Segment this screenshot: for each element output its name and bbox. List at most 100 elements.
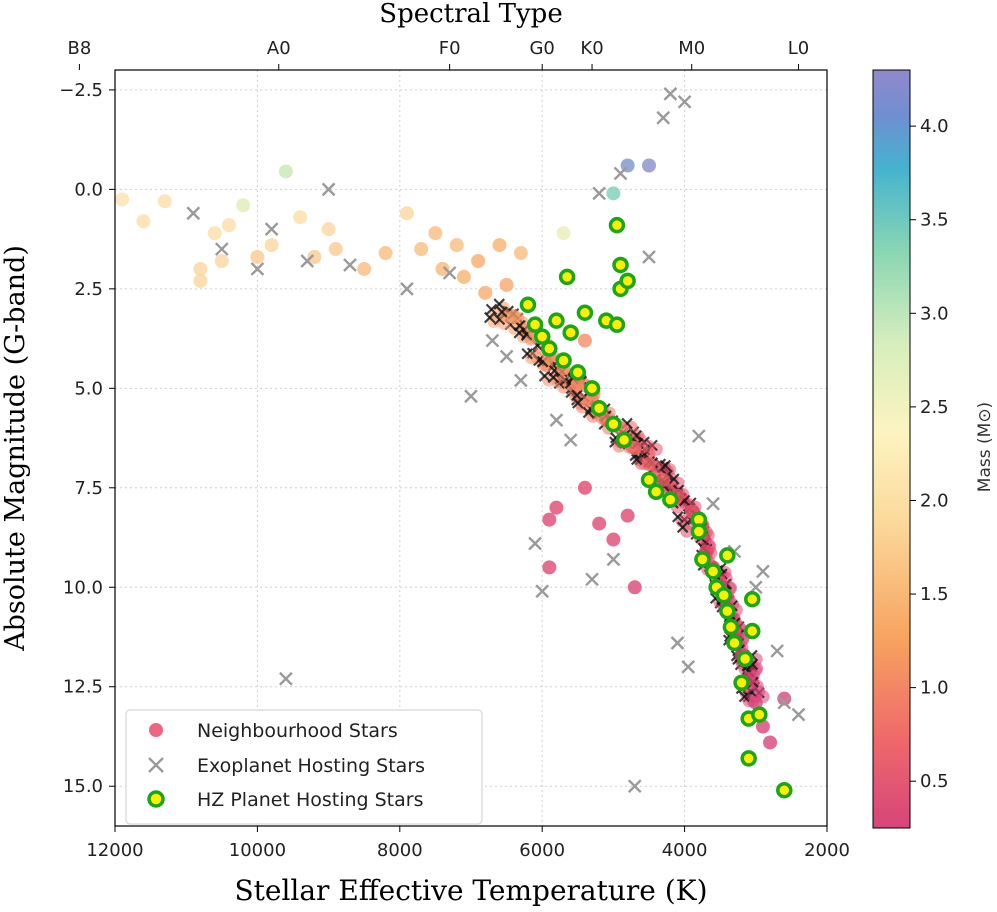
exoplanet-host-marker (613, 166, 628, 181)
neighbourhood-star-marker (236, 198, 251, 213)
hz-host-marker (555, 352, 572, 369)
colorbar-tick-label: 1.0 (920, 678, 949, 699)
hz-host-marker (690, 523, 708, 540)
colorbar-tick-label: 2.0 (920, 490, 949, 511)
colorbar (872, 69, 911, 829)
hz-host-marker (519, 296, 537, 314)
x-stroke (613, 166, 628, 181)
y-tick-label: 15.0 (63, 776, 103, 797)
neighbourhood-star-marker (577, 333, 592, 348)
x-stroke (483, 311, 496, 324)
neighbourhood-star-marker (478, 285, 493, 300)
neighbourhood-star-marker (193, 273, 208, 288)
neighbourhood-star-marker (506, 309, 521, 324)
neighbourhood-star-marker (293, 210, 308, 225)
neighbourhood-star-marker (549, 500, 564, 515)
exoplanet-host-marker (642, 250, 656, 264)
exoplanet-host-marker (321, 182, 336, 197)
hz-host-marker (590, 399, 608, 417)
exoplanet-host-marker (300, 254, 315, 268)
x-stroke (630, 453, 643, 466)
neighbourhood-star-marker (321, 222, 336, 237)
colorbar-tick-label: 3.5 (920, 210, 949, 231)
x-tick-label: 12000 (86, 840, 143, 861)
exoplanet-host-marker (627, 779, 642, 794)
hz-host-marker (722, 618, 740, 636)
colorbar-tick-label: 0.5 (920, 771, 949, 792)
x-stroke (300, 254, 315, 268)
neighbourhood-star-marker (250, 250, 265, 265)
colorbar-tick-label: 4.0 (920, 116, 949, 137)
neighbourhood-star-marker (627, 441, 642, 455)
hz-host-marker (743, 622, 761, 640)
neighbourhood-star-marker (642, 158, 656, 173)
neighbourhood-star-marker (755, 719, 770, 734)
x-stroke (572, 397, 584, 409)
neighbourhood-star-marker (492, 238, 507, 253)
exoplanet-host-marker (442, 266, 457, 280)
neighbourhood-star-marker (115, 192, 130, 207)
band-exoplanet-marker (676, 521, 689, 534)
top-axis-label: Spectral Type (379, 0, 562, 29)
neighbourhood-star-marker (556, 226, 571, 241)
x-stroke (521, 347, 533, 360)
neighbourhood-star-marker (214, 253, 229, 268)
neighbourhood-star-marker (499, 277, 514, 292)
y-tick-label: 10.0 (63, 577, 103, 598)
neighbourhood-star-marker (357, 261, 372, 276)
colorbar-ticks: 0.5 1.0 1.5 2.0 2.5 3.0 3.5 4.0 (910, 116, 949, 792)
exoplanet-host-marker (770, 644, 785, 658)
exoplanet-host-marker (563, 433, 578, 447)
x-stroke (528, 536, 542, 551)
exoplanet-host-marker (681, 659, 696, 674)
exoplanet-host-marker (670, 636, 685, 650)
hz-host-marker (608, 316, 626, 333)
exoplanet-host-marker (279, 671, 293, 686)
legend-label-hz: HZ Planet Hosting Stars (197, 789, 424, 811)
hz-host-marker (647, 483, 665, 501)
neighbourhood-star-marker (642, 456, 656, 471)
x-stroke (343, 258, 357, 272)
band-exoplanet-marker (493, 298, 505, 310)
x-stroke (513, 373, 528, 388)
x-stroke (532, 354, 545, 367)
exoplanet-host-marker (691, 429, 706, 443)
legend-box (125, 709, 483, 825)
band-exoplanet-marker (738, 690, 751, 703)
x-tick-label: 4000 (662, 840, 708, 861)
colorbar-label: Mass (M⊙) (975, 402, 995, 492)
neighbourhood-star-marker (542, 512, 557, 527)
x-stroke (642, 250, 656, 264)
x-stroke (706, 496, 720, 511)
hz-host-marker (541, 340, 558, 357)
x-stroke (672, 511, 684, 523)
hz-host-marker (743, 590, 761, 608)
exoplanet-host-marker (756, 564, 770, 579)
x-stroke (777, 695, 792, 710)
colorbar-tick-label: 2.5 (920, 397, 949, 418)
neighbourhood-star-marker (136, 214, 151, 229)
x-stroke (691, 429, 706, 443)
neighbourhood-star-marker (627, 580, 642, 595)
x-stroke (676, 521, 689, 534)
x-stroke (670, 636, 685, 650)
exoplanet-host-marker (535, 584, 550, 599)
neighbourhood-star-marker (471, 253, 486, 268)
exoplanet-host-marker (513, 373, 528, 388)
neighbourhood-star-marker (435, 261, 450, 276)
legend-label-exoplanet: Exoplanet Hosting Stars (197, 755, 425, 777)
x-stroke (499, 349, 514, 364)
hz-host-marker (562, 324, 579, 341)
legend-label-neighbourhood: Neighbourhood Stars (197, 720, 398, 742)
neighbourhood-star-marker (542, 560, 557, 575)
hz-host-marker (615, 431, 633, 449)
band-exoplanet-marker (496, 306, 508, 318)
x-stroke (250, 262, 265, 276)
hz-host-marker (726, 634, 743, 652)
hz-host-marker (751, 706, 768, 723)
x-stroke (547, 371, 560, 384)
hz-host-marker (548, 312, 565, 329)
hz-host-marker (533, 328, 551, 345)
exoplanet-host-marker (663, 87, 678, 101)
exoplanet-host-marker (528, 536, 542, 551)
